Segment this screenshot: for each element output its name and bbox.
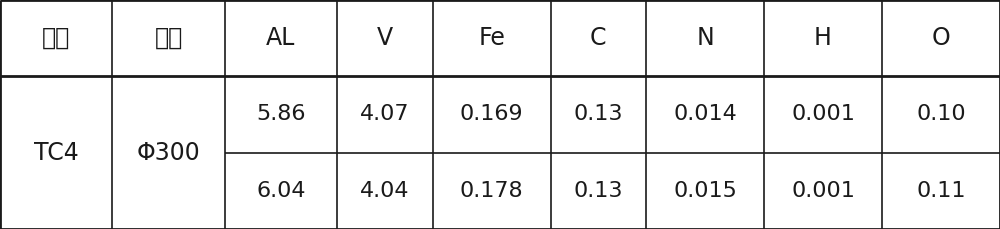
Text: 0.001: 0.001 — [791, 181, 855, 201]
Text: 4.04: 4.04 — [360, 181, 410, 201]
Text: C: C — [590, 26, 607, 50]
Text: TC4: TC4 — [34, 141, 79, 164]
Text: V: V — [377, 26, 393, 50]
Text: N: N — [696, 26, 714, 50]
Text: 0.001: 0.001 — [791, 104, 855, 124]
Text: 0.169: 0.169 — [460, 104, 523, 124]
Text: 0.015: 0.015 — [673, 181, 737, 201]
Text: 0.014: 0.014 — [673, 104, 737, 124]
Text: Φ300: Φ300 — [137, 141, 200, 164]
Text: 0.178: 0.178 — [460, 181, 523, 201]
Text: 5.86: 5.86 — [256, 104, 306, 124]
Text: O: O — [932, 26, 950, 50]
Text: 0.13: 0.13 — [574, 181, 623, 201]
Text: H: H — [814, 26, 832, 50]
Text: Fe: Fe — [478, 26, 505, 50]
Text: 规格: 规格 — [154, 26, 183, 50]
Text: 牌号: 牌号 — [42, 26, 70, 50]
Text: 6.04: 6.04 — [256, 181, 306, 201]
Text: 4.07: 4.07 — [360, 104, 410, 124]
Text: 0.11: 0.11 — [916, 181, 966, 201]
Text: AL: AL — [266, 26, 296, 50]
Text: 0.13: 0.13 — [574, 104, 623, 124]
Text: 0.10: 0.10 — [916, 104, 966, 124]
